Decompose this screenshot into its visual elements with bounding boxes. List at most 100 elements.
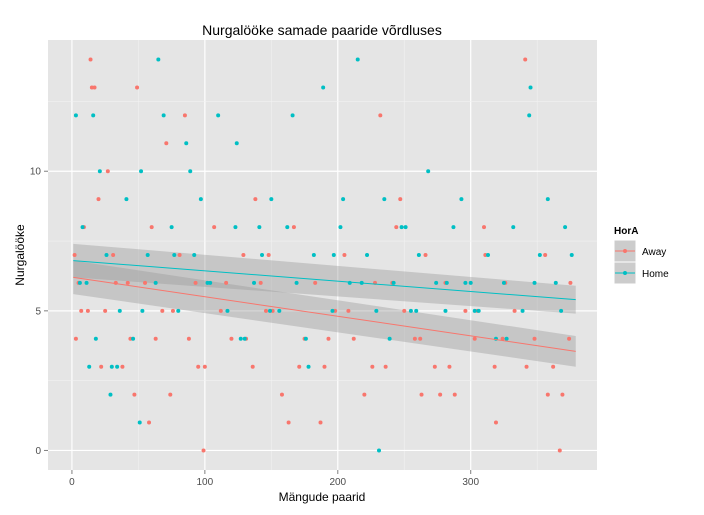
- data-point: [532, 336, 537, 341]
- data-point: [434, 280, 439, 285]
- data-point: [196, 364, 201, 369]
- data-point: [252, 280, 257, 285]
- y-tick-label: 10: [30, 167, 42, 178]
- data-point: [485, 253, 490, 257]
- legend-label: Home: [642, 269, 669, 280]
- data-point: [147, 420, 152, 425]
- data-point: [527, 113, 532, 118]
- data-point: [177, 253, 182, 257]
- data-point: [326, 336, 331, 341]
- data-point: [567, 336, 572, 341]
- data-point: [96, 197, 101, 202]
- data-point: [374, 308, 379, 313]
- data-point: [370, 364, 375, 369]
- data-point: [267, 308, 272, 313]
- legend-title: HorA: [614, 226, 638, 237]
- data-point: [537, 253, 542, 257]
- data-point: [80, 225, 85, 230]
- data-point: [238, 336, 243, 341]
- data-point: [416, 253, 421, 257]
- trend-line: [73, 276, 576, 352]
- grid-lines: [48, 40, 597, 470]
- data-point: [559, 308, 564, 313]
- data-point: [172, 253, 177, 257]
- x-tick-label: 300: [462, 477, 479, 488]
- trend-lines: [73, 260, 576, 352]
- data-point: [85, 308, 90, 313]
- data-point: [139, 169, 144, 174]
- legend-key-point: [623, 271, 627, 275]
- data-point: [291, 225, 296, 230]
- data-point: [346, 308, 351, 313]
- data-point: [160, 308, 165, 313]
- data-point: [313, 280, 318, 285]
- data-point: [229, 336, 234, 341]
- data-point: [387, 336, 392, 341]
- data-point: [258, 280, 263, 285]
- data-point: [145, 253, 150, 257]
- data-point: [153, 336, 158, 341]
- data-point: [253, 197, 258, 202]
- data-point: [311, 253, 316, 257]
- data-point: [269, 197, 274, 202]
- data-point: [432, 364, 437, 369]
- data-point: [412, 336, 417, 341]
- data-point: [73, 336, 78, 341]
- data-point: [93, 336, 98, 341]
- data-point: [472, 336, 477, 341]
- data-point: [511, 225, 516, 230]
- data-point: [264, 308, 269, 313]
- data-point: [250, 364, 255, 369]
- data-point: [394, 225, 399, 230]
- data-point: [277, 308, 282, 313]
- trend-line: [73, 260, 576, 301]
- data-point: [161, 113, 166, 118]
- data-point: [117, 308, 122, 313]
- data-point: [557, 448, 562, 453]
- legend-keys: Away Home: [613, 239, 669, 285]
- data-point: [303, 336, 308, 341]
- data-point: [322, 364, 327, 369]
- y-tick-label: 5: [35, 306, 41, 317]
- x-tick-label: 100: [197, 477, 214, 488]
- data-point: [198, 197, 203, 202]
- data-point: [523, 57, 528, 62]
- data-point: [376, 448, 381, 453]
- data-point: [88, 57, 93, 62]
- chart-title: Nurgalööke samade paaride võrdluses: [202, 22, 442, 38]
- data-point: [403, 225, 408, 230]
- data-point: [399, 225, 404, 230]
- data-point: [132, 392, 137, 397]
- data-point: [459, 197, 464, 202]
- data-point: [365, 253, 370, 257]
- y-axis-title: Nurgalööke: [13, 224, 27, 286]
- data-point: [493, 420, 498, 425]
- legend-label: Away: [642, 247, 666, 258]
- data-point: [391, 280, 396, 285]
- data-point: [73, 113, 78, 118]
- data-point: [476, 308, 481, 313]
- data-point: [234, 141, 239, 146]
- data-point: [423, 253, 428, 257]
- data-point: [447, 364, 452, 369]
- data-point: [257, 225, 262, 230]
- data-point: [500, 336, 505, 341]
- data-point: [218, 308, 223, 313]
- data-point: [545, 392, 550, 397]
- data-point: [482, 225, 487, 230]
- data-point: [418, 336, 423, 341]
- data-point: [279, 392, 284, 397]
- data-point: [260, 253, 265, 257]
- data-point: [91, 113, 96, 118]
- data-point: [532, 280, 537, 285]
- data-point: [176, 308, 181, 313]
- data-point: [568, 280, 573, 285]
- legend-key-point: [623, 249, 627, 253]
- data-points: [72, 57, 574, 453]
- data-point: [341, 197, 346, 202]
- data-point: [408, 308, 413, 313]
- data-point: [120, 364, 125, 369]
- data-point: [294, 280, 299, 285]
- data-point: [241, 253, 246, 257]
